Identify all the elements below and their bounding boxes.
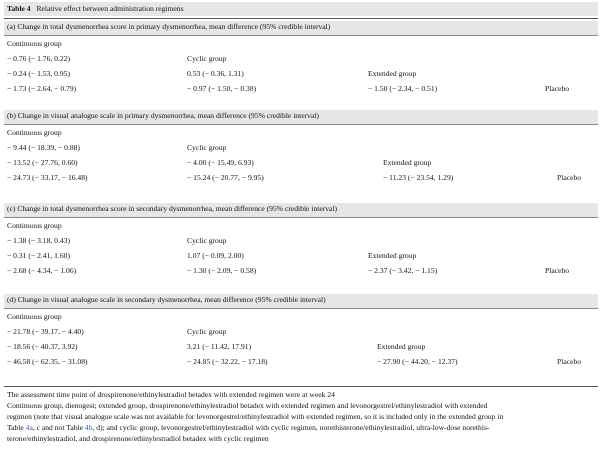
group-label-cyclic: Cyclic group [187, 54, 227, 63]
table-cell: − 24.73 (− 33.17, − 16.48) [7, 173, 88, 182]
table-title: Table 4 Relative effect between administ… [7, 5, 184, 13]
table-cell: − 2.68 (− 4.34, − 1.06) [7, 266, 77, 275]
section-heading-bar [4, 21, 598, 35]
table-cell: − 2.37 (− 3.42, − 1.15) [368, 266, 438, 275]
section-heading: (b) Change in visual analogue scale in p… [7, 111, 319, 120]
table-cell: − 15.24 (− 20.77, − 9.95) [187, 173, 264, 182]
table-cell: − 1.50 (− 2.34, − 0.51) [368, 84, 438, 93]
section-heading-bar [4, 203, 598, 217]
table-cell: 0.53 (− 0.36, 1.31) [187, 69, 244, 78]
table-cell: − 9.44 (− 18.39, − 0.88) [7, 143, 80, 152]
section-heading-rule [4, 124, 598, 125]
group-label-cyclic: Cyclic group [187, 143, 227, 152]
group-label-placebo: Placebo [557, 173, 582, 182]
table-cell: − 0.24 (− 1.53, 0.95) [7, 69, 70, 78]
group-label-extended: Extended group [383, 158, 432, 167]
group-label-extended: Extended group [368, 251, 417, 260]
table-cell: − 0.97 (− 1.50, − 0.38) [187, 84, 257, 93]
table-4a-link[interactable]: 4a [25, 423, 33, 432]
table-cell: − 24.85 (− 32.22, − 17.18) [187, 357, 268, 366]
table-label: Table 4 [7, 4, 31, 13]
table-cell: − 4.00 (− 15.49, 6.93) [187, 158, 254, 167]
table-title-bar [4, 2, 598, 16]
group-label-extended: Extended group [368, 69, 417, 78]
footnote-line: terone/ethinylestradiol, and drospirenon… [7, 434, 269, 443]
footnote-line: Table 4a, c and not Table 4b, d); and cy… [7, 424, 489, 432]
footnote-line: The assessment time point of drospirenon… [7, 390, 335, 399]
group-label-continuous: Continuous group [7, 312, 62, 321]
table-cell: − 1.38 (− 3.18, 0.43) [7, 236, 70, 245]
table-cell: − 1.30 (− 2.09, − 0.58) [187, 266, 257, 275]
footnote-line: regimen (note that visual analogue scale… [7, 412, 504, 421]
table-4b-link[interactable]: 4b [84, 423, 93, 432]
group-label-continuous: Continuous group [7, 39, 62, 48]
table-cell: − 0.31 (− 2.41, 1.60) [7, 251, 70, 260]
table-cell: − 1.73 (− 2.64, − 0.79) [7, 84, 77, 93]
table-cell: − 27.90 (− 44.20, − 12.37) [377, 357, 458, 366]
table-title-text: Relative effect between administration r… [36, 4, 184, 13]
footnote-text: Table [7, 423, 26, 432]
section-heading-bar [4, 110, 598, 124]
section-heading-rule [4, 35, 598, 36]
section-heading-rule [4, 217, 598, 218]
group-label-continuous: Continuous group [7, 128, 62, 137]
footnote-line: Continuous group, dienogest; extended gr… [7, 401, 488, 410]
table-cell: − 13.52 (− 27.76, 0.60) [7, 158, 78, 167]
group-label-cyclic: Cyclic group [187, 236, 227, 245]
table-cell: − 46.58 (− 62.35, − 31.08) [7, 357, 88, 366]
group-label-cyclic: Cyclic group [187, 327, 227, 336]
table-cell: 1.07 (− 0.09, 2.00) [187, 251, 244, 260]
group-label-continuous: Continuous group [7, 221, 62, 230]
group-label-placebo: Placebo [545, 266, 570, 275]
title-rule [4, 18, 598, 19]
table-cell: − 0.76 (− 1.76, 0.22) [7, 54, 70, 63]
table-cell: − 11.23 (− 23.54, 1.29) [383, 173, 454, 182]
table-cell: 3.21 (− 11.42, 17.91) [187, 342, 252, 351]
table-cell: − 21.78 (− 39.17, − 4.40) [7, 327, 84, 336]
section-heading-bar [4, 294, 598, 308]
group-label-placebo: Placebo [557, 357, 582, 366]
footnote-text: , c and not Table [32, 423, 85, 432]
footnote-text: , d); and cyclic group, levonorgestrel/e… [92, 423, 490, 432]
section-heading: (d) Change in visual analogue scale in s… [7, 295, 326, 304]
section-heading: (c) Change in total dysmenorrhea score i… [7, 204, 338, 213]
table-bottom-rule [4, 386, 598, 387]
group-label-extended: Extended group [377, 342, 426, 351]
group-label-placebo: Placebo [545, 84, 570, 93]
section-heading-rule [4, 308, 598, 309]
section-heading: (a) Change in total dysmenorrhea score i… [7, 22, 331, 31]
table-cell: − 18.56 (− 40.37, 3.92) [7, 342, 78, 351]
